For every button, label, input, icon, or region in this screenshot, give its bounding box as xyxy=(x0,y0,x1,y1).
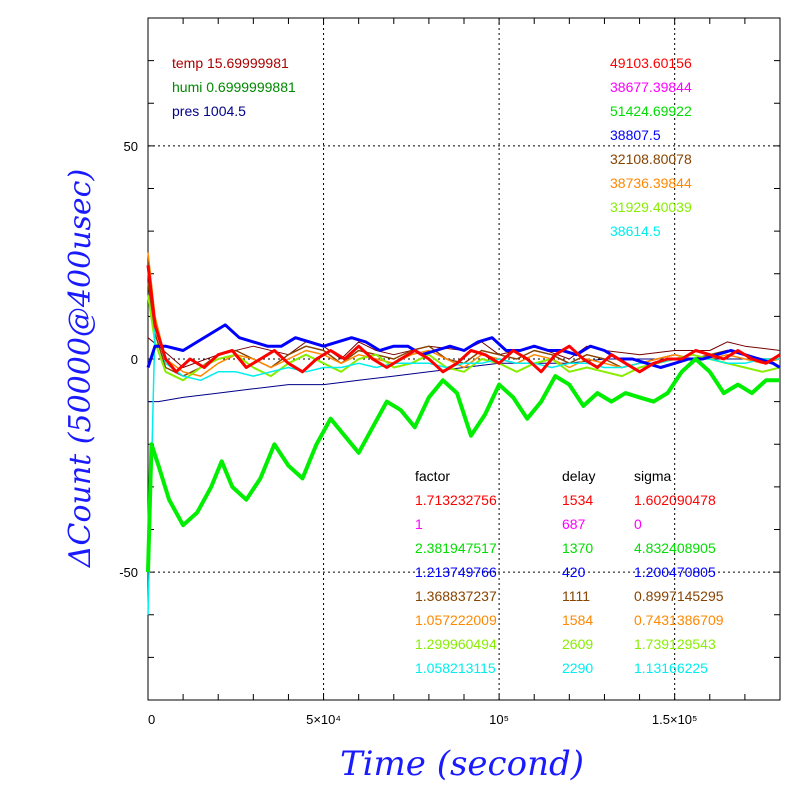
legend-value-2: 38677.39844 xyxy=(610,79,692,95)
x-axis-title: Time (second) xyxy=(340,744,584,784)
table-sigma-6: 0.7431386709 xyxy=(634,612,724,628)
table-sigma-4: 1.200470805 xyxy=(634,564,716,580)
tick-labels: 0 5×10⁴ 10⁵ 1.5×10⁵ 50 0 -50 xyxy=(119,139,697,727)
y-axis-title: ΔCount (50000@400usec) xyxy=(63,169,98,568)
table-delay-2: 687 xyxy=(562,516,586,532)
table-header-factor: factor xyxy=(415,468,450,484)
series-line-3 xyxy=(146,265,781,374)
table-factor-3: 2.381947517 xyxy=(415,540,497,556)
table-factor-7: 1.299960494 xyxy=(415,636,497,652)
table-delay-7: 2609 xyxy=(562,636,593,652)
param-table: factor delay sigma 1.713232756 1534 1.60… xyxy=(415,468,724,676)
y-tick-label-3: -50 xyxy=(119,565,138,580)
table-delay-3: 1370 xyxy=(562,540,593,556)
table-factor-6: 1.057222009 xyxy=(415,612,497,628)
table-factor-5: 1.368837237 xyxy=(415,588,497,604)
x-tick-label-1: 0 xyxy=(148,712,155,727)
legend-value-5: 32108.80078 xyxy=(610,151,692,167)
table-header-delay: delay xyxy=(562,468,595,484)
x-tick-label-4: 1.5×10⁵ xyxy=(652,712,698,727)
legend-value-7: 31929.40039 xyxy=(610,199,692,215)
env-humi: humi 0.6999999881 xyxy=(172,79,296,95)
table-sigma-3: 4.832408905 xyxy=(634,540,716,556)
table-factor-2: 1 xyxy=(415,516,423,532)
table-delay-1: 1534 xyxy=(562,492,593,508)
series-line-1 xyxy=(146,357,780,573)
table-factor-1: 1.713232756 xyxy=(415,492,497,508)
value-legend: 49103.60156 38677.39844 51424.69922 3880… xyxy=(610,55,692,239)
legend-value-8: 38614.5 xyxy=(610,223,661,239)
x-tick-label-2: 5×10⁴ xyxy=(306,712,341,727)
table-sigma-5: 0.8997145295 xyxy=(634,588,724,604)
table-factor-4: 1.213749766 xyxy=(415,564,497,580)
x-tick-label-3: 10⁵ xyxy=(489,712,509,727)
table-delay-8: 2290 xyxy=(562,660,593,676)
env-pres: pres 1004.5 xyxy=(172,103,246,119)
series-line-2 xyxy=(146,323,781,369)
legend-value-1: 49103.60156 xyxy=(610,55,692,71)
table-delay-5: 1111 xyxy=(562,588,590,604)
table-header-sigma: sigma xyxy=(634,468,672,484)
table-delay-6: 1584 xyxy=(562,612,593,628)
table-delay-4: 420 xyxy=(562,564,586,580)
table-sigma-2: 0 xyxy=(634,516,642,532)
legend-value-6: 38736.39844 xyxy=(610,175,692,191)
table-factor-8: 1.058213115 xyxy=(415,660,496,676)
table-sigma-7: 1.739129543 xyxy=(634,636,716,652)
legend-value-4: 38807.5 xyxy=(610,127,661,143)
table-sigma-1: 1.602090478 xyxy=(634,492,716,508)
env-legend: temp 15.69999981 humi 0.6999999881 pres … xyxy=(172,55,296,119)
table-sigma-8: 1.13166225 xyxy=(634,660,708,676)
legend-value-3: 51424.69922 xyxy=(610,103,692,119)
env-temp: temp 15.69999981 xyxy=(172,55,289,71)
series-group xyxy=(146,252,781,615)
y-tick-label-2: 0 xyxy=(131,352,138,367)
y-tick-label-1: 50 xyxy=(124,139,138,154)
